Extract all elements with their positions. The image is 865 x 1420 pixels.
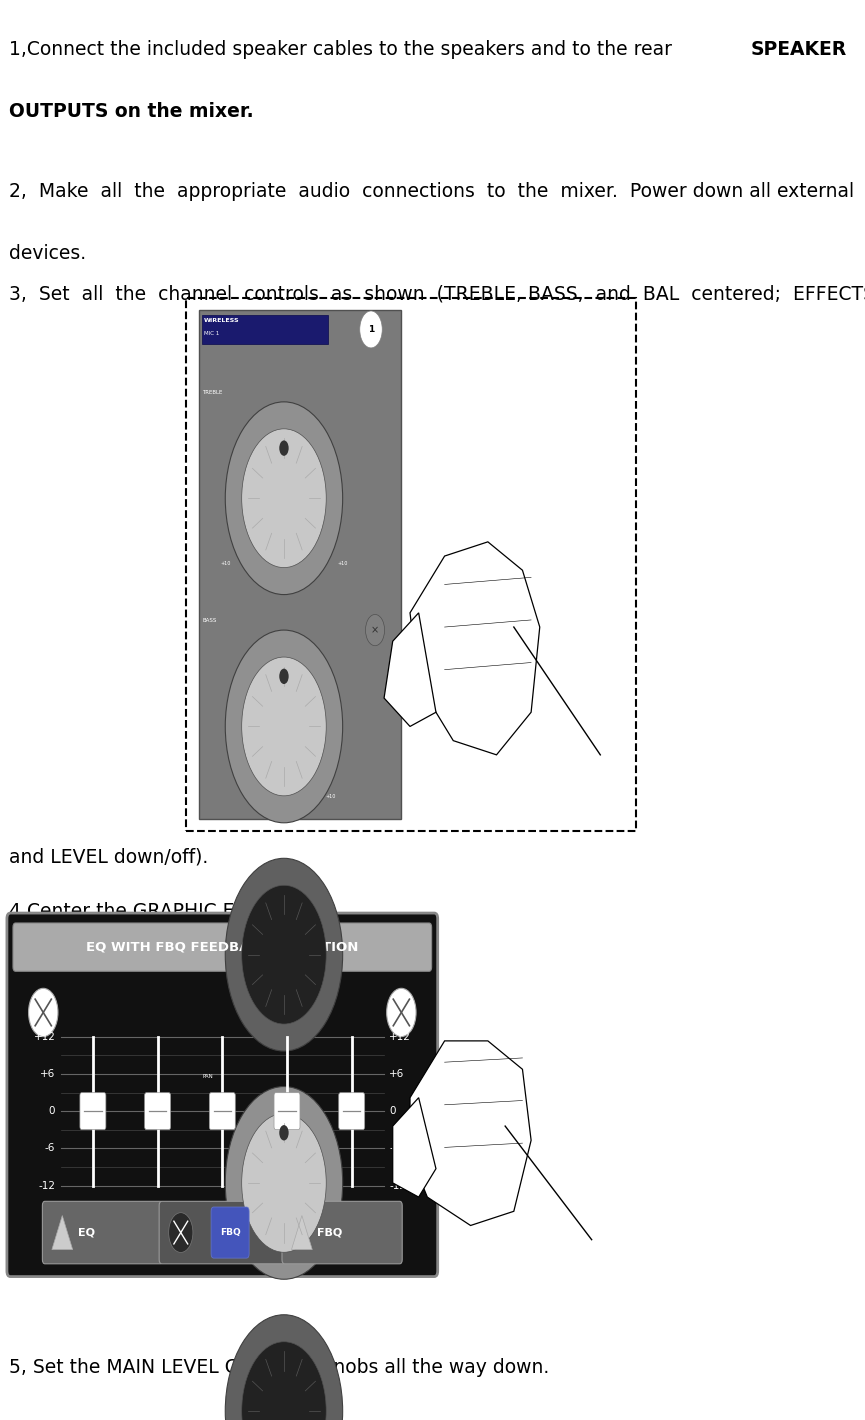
FancyBboxPatch shape bbox=[42, 1201, 163, 1264]
Circle shape bbox=[279, 1125, 289, 1140]
Polygon shape bbox=[384, 613, 436, 727]
FancyBboxPatch shape bbox=[211, 1207, 249, 1258]
Text: 12k: 12k bbox=[341, 1217, 362, 1230]
Text: +12: +12 bbox=[34, 1031, 55, 1042]
Circle shape bbox=[225, 630, 343, 822]
Text: -12: -12 bbox=[38, 1180, 55, 1191]
Text: 1k: 1k bbox=[215, 1217, 229, 1230]
Circle shape bbox=[241, 885, 326, 1024]
Circle shape bbox=[225, 1086, 343, 1279]
Text: ×: × bbox=[371, 625, 379, 635]
Text: -6: -6 bbox=[389, 1143, 400, 1153]
Circle shape bbox=[29, 988, 58, 1037]
Text: 3,  Set  all  the  channel  controls  as  shown  (TREBLE, BASS,  and  BAL  cente: 3, Set all the channel controls as shown… bbox=[9, 284, 865, 302]
FancyBboxPatch shape bbox=[209, 1093, 235, 1130]
Text: CLIP: CLIP bbox=[356, 1312, 365, 1316]
Text: +10: +10 bbox=[337, 561, 348, 565]
Polygon shape bbox=[410, 1041, 531, 1225]
Text: FX: FX bbox=[202, 846, 209, 851]
FancyBboxPatch shape bbox=[202, 315, 328, 344]
Circle shape bbox=[169, 1213, 193, 1252]
Text: 2,  Make  all  the  appropriate  audio  connections  to  the  mixer.  Power down: 2, Make all the appropriate audio connec… bbox=[9, 182, 854, 200]
Text: and LEVEL down/off).: and LEVEL down/off). bbox=[9, 848, 208, 866]
Text: 0: 0 bbox=[48, 1106, 55, 1116]
Text: +10: +10 bbox=[326, 794, 336, 799]
Polygon shape bbox=[292, 1216, 312, 1250]
FancyBboxPatch shape bbox=[159, 1201, 285, 1264]
Circle shape bbox=[279, 669, 289, 684]
Circle shape bbox=[225, 1315, 343, 1420]
Text: 63: 63 bbox=[86, 1217, 100, 1230]
Bar bbox=[186, 298, 636, 831]
FancyBboxPatch shape bbox=[199, 310, 401, 819]
Text: -12: -12 bbox=[389, 1180, 407, 1191]
FancyBboxPatch shape bbox=[339, 1093, 365, 1130]
Text: OUTPUTS on the mixer.: OUTPUTS on the mixer. bbox=[9, 102, 253, 121]
Polygon shape bbox=[410, 542, 540, 755]
Text: devices.: devices. bbox=[9, 244, 86, 263]
Circle shape bbox=[241, 657, 326, 795]
Circle shape bbox=[279, 440, 289, 456]
Text: MIC 1: MIC 1 bbox=[204, 331, 220, 337]
FancyBboxPatch shape bbox=[282, 1201, 402, 1264]
Text: TREBLE: TREBLE bbox=[202, 389, 223, 395]
Circle shape bbox=[241, 429, 326, 568]
Text: +12: +12 bbox=[389, 1031, 411, 1042]
FancyBboxPatch shape bbox=[13, 923, 432, 971]
Text: -6: -6 bbox=[45, 1143, 55, 1153]
FancyBboxPatch shape bbox=[274, 1093, 300, 1130]
Text: 5, Set the MAIN LEVEL CONTROL knobs all the way down.: 5, Set the MAIN LEVEL CONTROL knobs all … bbox=[9, 1358, 549, 1376]
Circle shape bbox=[241, 1342, 326, 1420]
Circle shape bbox=[387, 988, 416, 1037]
FancyBboxPatch shape bbox=[80, 1093, 106, 1130]
Text: BASS: BASS bbox=[202, 618, 217, 623]
Circle shape bbox=[225, 858, 343, 1051]
Polygon shape bbox=[52, 1216, 73, 1250]
FancyBboxPatch shape bbox=[7, 913, 438, 1277]
Text: WIRELESS: WIRELESS bbox=[204, 318, 240, 324]
Text: FBQ: FBQ bbox=[317, 1227, 343, 1238]
Text: +6: +6 bbox=[40, 1069, 55, 1079]
Text: +10: +10 bbox=[220, 561, 230, 565]
Text: +6: +6 bbox=[389, 1069, 405, 1079]
Circle shape bbox=[360, 311, 382, 348]
Text: 0: 0 bbox=[389, 1106, 396, 1116]
Text: FBQ: FBQ bbox=[220, 1228, 240, 1237]
Text: 1: 1 bbox=[368, 325, 375, 334]
Text: 4,Center the GRAPHIC EQ faders.: 4,Center the GRAPHIC EQ faders. bbox=[9, 902, 320, 920]
Polygon shape bbox=[393, 1098, 436, 1197]
Text: 6.3k: 6.3k bbox=[274, 1217, 300, 1230]
Circle shape bbox=[241, 1113, 326, 1252]
Circle shape bbox=[225, 402, 343, 595]
Text: EQ WITH FBQ FEEDBACK DETECTION: EQ WITH FBQ FEEDBACK DETECTION bbox=[86, 940, 358, 954]
FancyBboxPatch shape bbox=[144, 1093, 170, 1130]
Text: LEVEL: LEVEL bbox=[202, 1302, 219, 1308]
Text: EQ: EQ bbox=[78, 1227, 95, 1238]
Text: SPEAKER: SPEAKER bbox=[751, 40, 847, 58]
Text: 250: 250 bbox=[146, 1217, 169, 1230]
Circle shape bbox=[366, 615, 385, 646]
Text: 1,Connect the included speaker cables to the speakers and to the rear: 1,Connect the included speaker cables to… bbox=[9, 40, 677, 58]
Text: PAN: PAN bbox=[202, 1075, 213, 1079]
